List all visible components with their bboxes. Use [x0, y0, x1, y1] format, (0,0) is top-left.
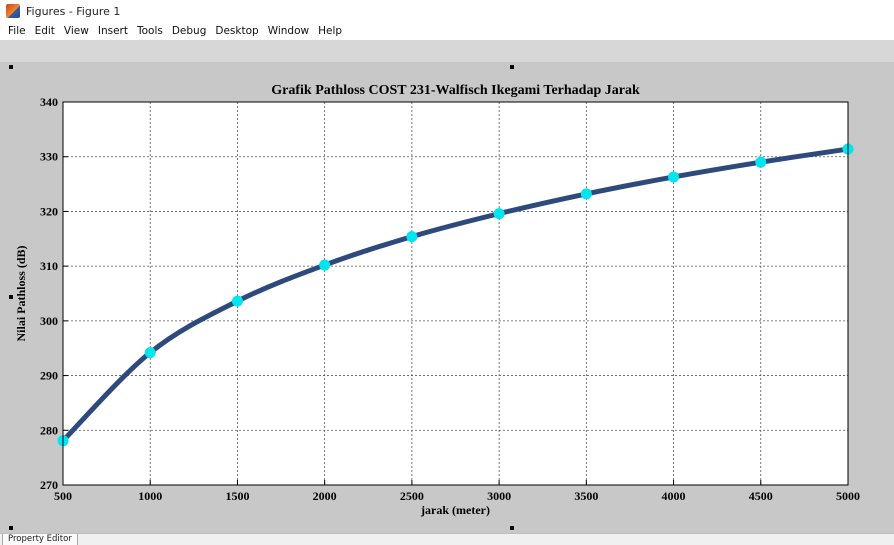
data-point-marker	[493, 208, 505, 220]
y-tick-label: 270	[40, 478, 58, 492]
y-tick-label: 290	[40, 369, 58, 383]
x-tick-label: 4000	[662, 489, 686, 503]
y-tick-label: 310	[40, 259, 58, 273]
selection-handle-left-middle[interactable]	[9, 295, 13, 299]
x-tick-label: 4500	[749, 489, 773, 503]
menu-edit[interactable]: Edit	[34, 25, 55, 37]
pathloss-chart: 500 1000 1500 2000 2500 3000 3500 4000 4500 5000 2…	[14, 83, 860, 517]
y-tick-label: 340	[40, 95, 58, 109]
property-editor-tab[interactable]: Property Editor	[2, 534, 78, 545]
x-tick-label: 1000	[138, 489, 162, 503]
data-point-marker	[755, 156, 767, 168]
data-point-marker	[406, 231, 418, 243]
window-title: Figures - Figure 1	[26, 4, 121, 18]
status-bar: Property Editor	[0, 533, 894, 545]
menu-bar: File Edit View Insert Tools Debug Deskto…	[0, 22, 894, 40]
menu-tools[interactable]: Tools	[136, 25, 163, 37]
data-point-marker	[144, 347, 156, 359]
menu-help[interactable]: Help	[318, 25, 343, 37]
figure-toolstrip	[0, 40, 894, 62]
menu-insert[interactable]: Insert	[97, 25, 128, 37]
x-tick-label: 2000	[313, 489, 337, 503]
figure-canvas: 500 1000 1500 2000 2500 3000 3500 4000 4500 5000 2…	[0, 40, 894, 533]
data-point-marker	[668, 171, 680, 183]
series-line-group	[60, 146, 851, 444]
y-tick-label: 330	[40, 150, 58, 164]
x-tick-label: 5000	[836, 489, 860, 503]
x-axis-label: jarak (meter)	[420, 503, 490, 517]
menu-debug[interactable]: Debug	[171, 25, 207, 37]
grid-lines	[63, 102, 848, 485]
data-point-marker	[580, 188, 592, 200]
x-tick-label: 500	[54, 489, 72, 503]
y-tick-label: 280	[40, 423, 58, 437]
menu-window[interactable]: Window	[267, 25, 310, 37]
matlab-icon	[6, 4, 20, 18]
series-line	[60, 146, 851, 444]
menu-view[interactable]: View	[63, 25, 89, 37]
y-axis-label: Nilai Pathloss (dB)	[14, 245, 28, 341]
y-tick-label: 300	[40, 314, 58, 328]
menu-desktop[interactable]: Desktop	[215, 25, 259, 37]
x-tick-label: 1500	[225, 489, 249, 503]
window-titlebar: Figures - Figure 1	[0, 0, 894, 22]
selection-handle-bottom-left[interactable]	[9, 526, 13, 530]
x-tick-label: 3000	[487, 489, 511, 503]
selection-handle-top-left[interactable]	[9, 65, 13, 69]
tick-labels: 500 1000 1500 2000 2500 3000 3500 4000 4500 5000 2…	[40, 95, 860, 503]
series-marker-group	[57, 143, 854, 447]
menu-file[interactable]: File	[8, 25, 26, 37]
x-tick-label: 3500	[574, 489, 598, 503]
chart-title: Grafik Pathloss COST 231-Walfisch Ikegam…	[271, 83, 640, 98]
selection-handle-bottom-middle[interactable]	[510, 526, 514, 530]
axes-frame	[62, 101, 849, 486]
data-point-marker	[319, 259, 331, 271]
data-point-marker	[231, 295, 243, 307]
x-tick-label: 2500	[400, 489, 424, 503]
y-tick-label: 320	[40, 204, 58, 218]
axes-background	[63, 102, 848, 485]
selection-handle-top-middle[interactable]	[510, 65, 514, 69]
